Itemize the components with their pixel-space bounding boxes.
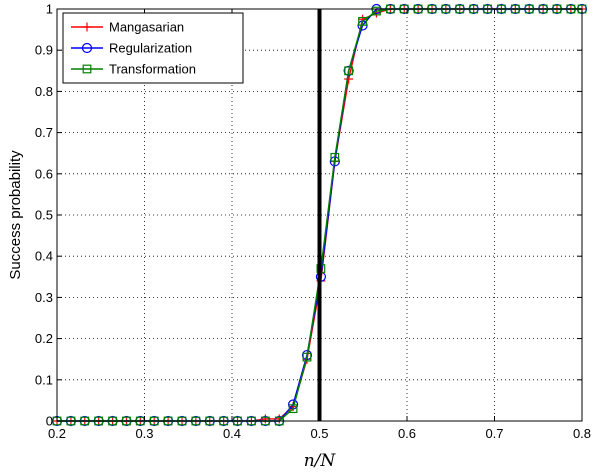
legend-label: Regularization [109,41,192,56]
legend-marker [82,64,92,74]
x-tick-label: 0.6 [398,426,416,441]
legend-item: Regularization [71,41,192,56]
legend-label: Transformation [109,62,196,77]
y-tick-label: 0.9 [35,43,53,58]
x-tick-label: 0.2 [48,426,66,441]
y-tick-label: 0.1 [35,372,53,387]
data-point [302,352,312,362]
y-axis-label: Success probability [7,150,24,280]
y-tick-label: 0.3 [35,290,53,305]
data-point [343,65,354,76]
data-point [358,16,367,26]
x-tick-label: 0.5 [310,426,328,441]
legend-item: Mangasarian [71,20,184,35]
y-tick-label: 0.5 [35,208,53,223]
y-tick-label: 0.4 [35,249,53,264]
x-tick-label: 0.3 [135,426,153,441]
y-tick-label: 0.8 [35,84,53,99]
y-tick-label: 0.6 [35,166,53,181]
x-tick-label: 0.4 [223,426,241,441]
legend-item: Transformation [71,62,196,77]
y-tick-label: 0 [46,414,53,429]
legend-label: Mangasarian [109,20,184,35]
data-point [372,6,381,16]
y-tick-label: 0.7 [35,125,53,140]
legend-marker [81,42,93,54]
x-tick-label: 0.7 [485,426,503,441]
legend-marker [82,22,92,32]
x-tick-label: 0.8 [573,426,591,441]
legend: Mangasarian Regularization Transformation [62,12,244,84]
axis-ticks: 0.2 0.3 0.4 0.5 0.6 0.7 0.8 0 0.1 0.2 0.3 0.4 0.5 0.6… [35,2,591,442]
data-point [344,66,354,76]
data-point [344,74,354,84]
data-point [330,152,340,162]
y-tick-label: 0.2 [35,331,53,346]
x-axis-label: n/N [304,451,337,471]
data-point [288,404,298,414]
y-tick-label: 1 [46,2,53,17]
